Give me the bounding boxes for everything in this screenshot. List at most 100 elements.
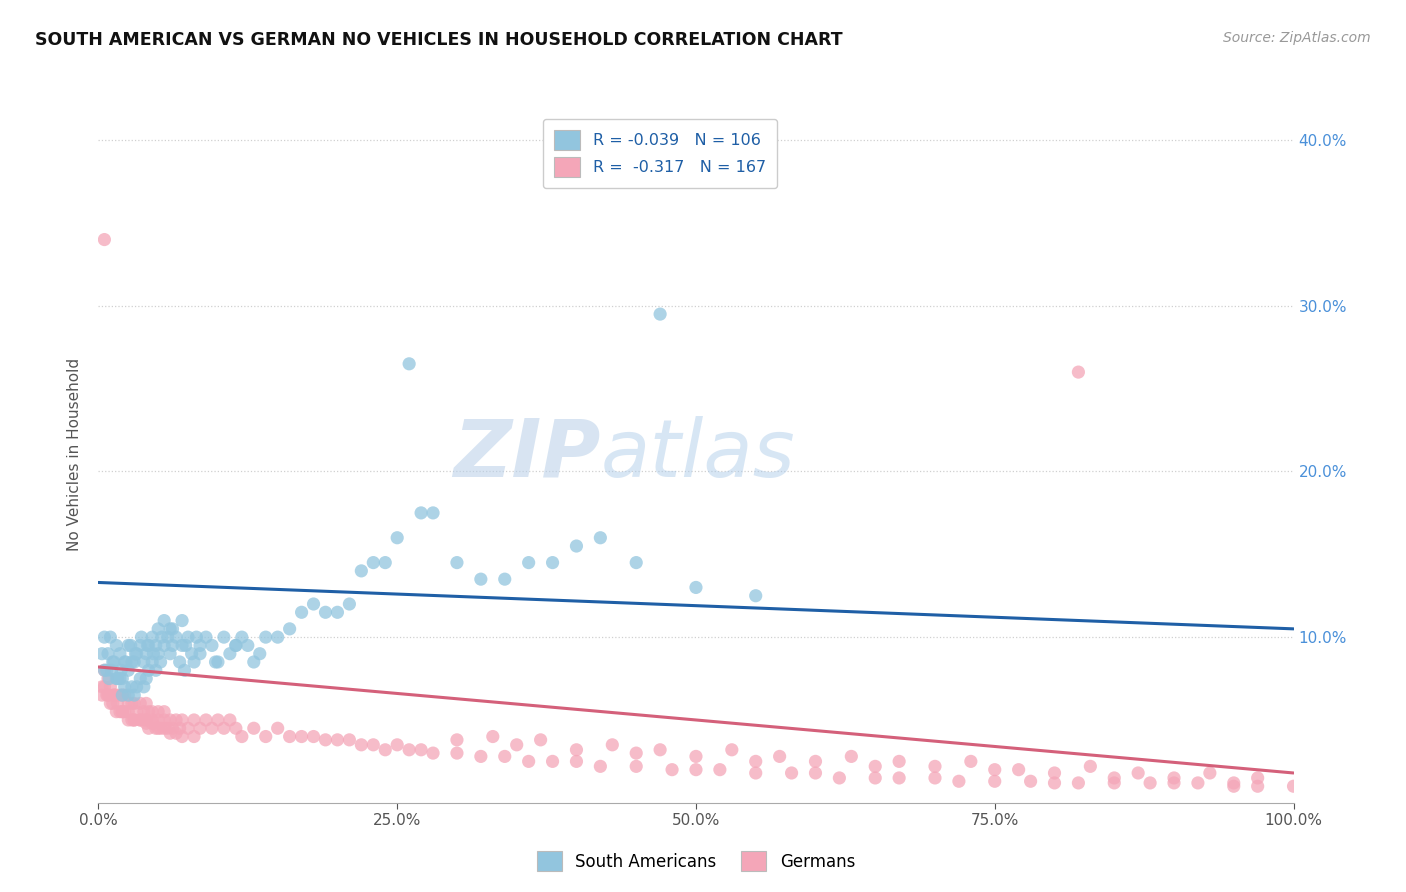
Point bbox=[517, 556, 540, 570]
Point bbox=[124, 713, 146, 727]
Point bbox=[1246, 771, 1268, 785]
Point bbox=[132, 680, 155, 694]
Point bbox=[141, 630, 163, 644]
Point bbox=[110, 663, 132, 677]
Point bbox=[1282, 779, 1305, 793]
Point bbox=[141, 705, 163, 719]
Point bbox=[93, 233, 115, 247]
Point bbox=[108, 647, 131, 661]
Point bbox=[1163, 776, 1185, 790]
Point bbox=[93, 663, 115, 677]
Point bbox=[165, 726, 187, 740]
Point bbox=[745, 755, 768, 769]
Point bbox=[291, 730, 314, 744]
Point bbox=[291, 605, 314, 619]
Point bbox=[105, 705, 128, 719]
Point bbox=[1128, 766, 1150, 780]
Point bbox=[243, 655, 266, 669]
Point bbox=[411, 506, 433, 520]
Point bbox=[661, 763, 683, 777]
Point bbox=[136, 639, 159, 653]
Point bbox=[121, 697, 143, 711]
Point bbox=[135, 647, 157, 661]
Point bbox=[153, 639, 176, 653]
Point bbox=[183, 730, 205, 744]
Point bbox=[125, 647, 148, 661]
Point bbox=[302, 597, 325, 611]
Point bbox=[278, 730, 301, 744]
Point bbox=[1067, 776, 1090, 790]
Point bbox=[117, 663, 139, 677]
Point bbox=[172, 713, 194, 727]
Point bbox=[159, 713, 181, 727]
Point bbox=[422, 746, 444, 760]
Point bbox=[159, 726, 181, 740]
Point bbox=[117, 688, 139, 702]
Point bbox=[517, 755, 540, 769]
Point bbox=[254, 730, 277, 744]
Point bbox=[745, 766, 768, 780]
Point bbox=[148, 721, 170, 735]
Point bbox=[529, 732, 551, 747]
Point bbox=[648, 307, 672, 321]
Point bbox=[129, 672, 152, 686]
Point bbox=[145, 663, 167, 677]
Point bbox=[363, 738, 385, 752]
Point bbox=[1102, 776, 1125, 790]
Point bbox=[422, 506, 444, 520]
Point bbox=[494, 749, 516, 764]
Point bbox=[107, 672, 129, 686]
Point bbox=[267, 630, 290, 644]
Point bbox=[1222, 779, 1246, 793]
Point bbox=[207, 655, 229, 669]
Point bbox=[446, 746, 468, 760]
Point bbox=[201, 639, 224, 653]
Point bbox=[97, 647, 120, 661]
Point bbox=[114, 688, 136, 702]
Point bbox=[105, 672, 128, 686]
Point bbox=[172, 730, 194, 744]
Point bbox=[959, 755, 981, 769]
Point bbox=[93, 680, 115, 694]
Point bbox=[141, 716, 163, 731]
Point bbox=[129, 713, 152, 727]
Point bbox=[107, 697, 129, 711]
Point bbox=[315, 605, 337, 619]
Point bbox=[125, 680, 148, 694]
Point bbox=[315, 732, 337, 747]
Point bbox=[685, 763, 707, 777]
Point bbox=[768, 749, 790, 764]
Point bbox=[804, 766, 827, 780]
Point bbox=[685, 581, 707, 595]
Point bbox=[302, 730, 325, 744]
Point bbox=[254, 630, 277, 644]
Point bbox=[565, 755, 588, 769]
Text: Source: ZipAtlas.com: Source: ZipAtlas.com bbox=[1223, 31, 1371, 45]
Point bbox=[149, 655, 172, 669]
Point bbox=[162, 721, 184, 735]
Point bbox=[114, 705, 136, 719]
Point bbox=[135, 713, 157, 727]
Point bbox=[120, 639, 142, 653]
Point bbox=[162, 622, 184, 636]
Point bbox=[470, 572, 492, 586]
Point bbox=[863, 771, 887, 785]
Point bbox=[494, 572, 516, 586]
Point bbox=[589, 531, 612, 545]
Point bbox=[1246, 779, 1268, 793]
Point bbox=[131, 630, 153, 644]
Point bbox=[194, 713, 218, 727]
Point bbox=[132, 655, 155, 669]
Point bbox=[162, 639, 184, 653]
Point bbox=[172, 639, 194, 653]
Point bbox=[186, 630, 208, 644]
Point bbox=[138, 639, 160, 653]
Point bbox=[177, 721, 200, 735]
Point bbox=[231, 730, 253, 744]
Point bbox=[1043, 766, 1066, 780]
Point bbox=[150, 630, 173, 644]
Point bbox=[111, 705, 134, 719]
Point bbox=[124, 697, 146, 711]
Point bbox=[145, 639, 167, 653]
Y-axis label: No Vehicles in Household: No Vehicles in Household bbox=[67, 359, 83, 551]
